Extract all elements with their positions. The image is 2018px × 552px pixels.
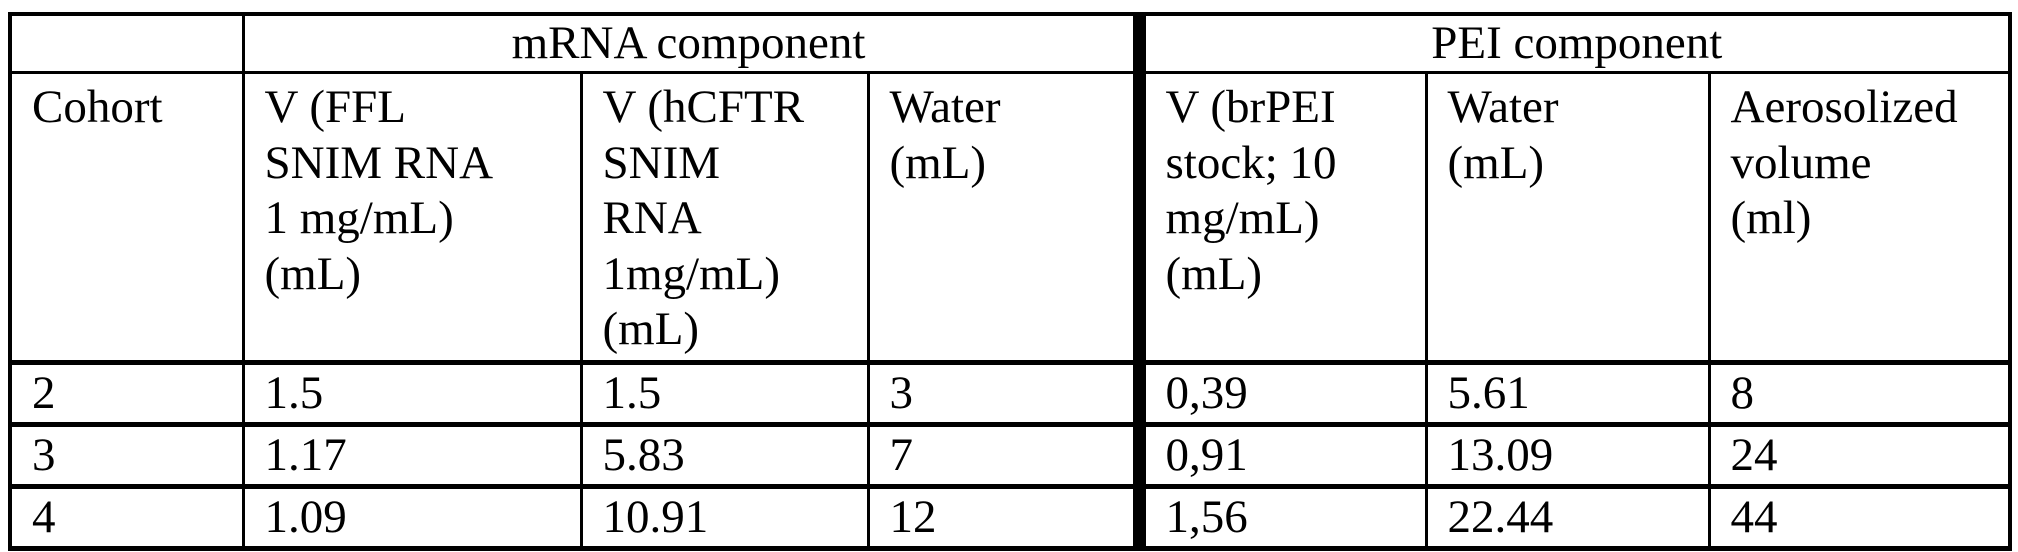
table-row-cohort-3: 3 1.17 5.83 7 0,91 13.09 24 — [8, 421, 2012, 489]
header-water-pei: Water (mL) — [1424, 71, 1711, 365]
cell-water-mrna: 3 — [866, 359, 1141, 427]
section-header-row: mRNA component PEI component — [8, 12, 2012, 75]
cell-v-ffl: 1.5 — [241, 359, 583, 427]
header-water-mrna: Water (mL) — [866, 71, 1141, 365]
header-cohort: Cohort — [8, 71, 245, 365]
cell-water-pei: 13.09 — [1424, 421, 1711, 489]
cell-v-ffl: 1.17 — [241, 421, 583, 489]
cell-water-mrna: 12 — [866, 483, 1141, 551]
components-table: mRNA component PEI component Cohort V (F… — [8, 12, 2013, 551]
column-header-row: Cohort V (FFL SNIM RNA 1 mg/mL) (mL) V (… — [8, 71, 2012, 365]
cell-cohort: 4 — [8, 483, 245, 551]
header-v-hcftr: V (hCFTR SNIM RNA 1mg/mL) (mL) — [579, 71, 870, 365]
cell-v-hcftr: 1.5 — [579, 359, 870, 427]
section-header-mrna: mRNA component — [241, 12, 1141, 75]
header-aerosolized: Aerosolized volume (ml) — [1707, 71, 2012, 365]
cell-cohort: 3 — [8, 421, 245, 489]
cell-aerosolized: 24 — [1707, 421, 2012, 489]
header-v-ffl: V (FFL SNIM RNA 1 mg/mL) (mL) — [241, 71, 583, 365]
cell-v-hcftr: 10.91 — [579, 483, 870, 551]
cell-water-pei: 5.61 — [1424, 359, 1711, 427]
cell-v-hcftr: 5.83 — [579, 421, 870, 489]
cell-v-brpei: 1,56 — [1132, 483, 1428, 551]
cell-v-brpei: 0,91 — [1132, 421, 1428, 489]
cell-empty-corner — [8, 12, 245, 75]
cell-water-pei: 22.44 — [1424, 483, 1711, 551]
cell-v-ffl: 1.09 — [241, 483, 583, 551]
table-row-cohort-2: 2 1.5 1.5 3 0,39 5.61 8 — [8, 359, 2012, 427]
cell-aerosolized: 44 — [1707, 483, 2012, 551]
section-header-pei: PEI component — [1132, 12, 2012, 75]
cell-cohort: 2 — [8, 359, 245, 427]
cell-water-mrna: 7 — [866, 421, 1141, 489]
cell-aerosolized: 8 — [1707, 359, 2012, 427]
table-row-cohort-4: 4 1.09 10.91 12 1,56 22.44 44 — [8, 483, 2012, 551]
cell-v-brpei: 0,39 — [1132, 359, 1428, 427]
header-v-brpei: V (brPEI stock; 10 mg/mL) (mL) — [1132, 71, 1428, 365]
